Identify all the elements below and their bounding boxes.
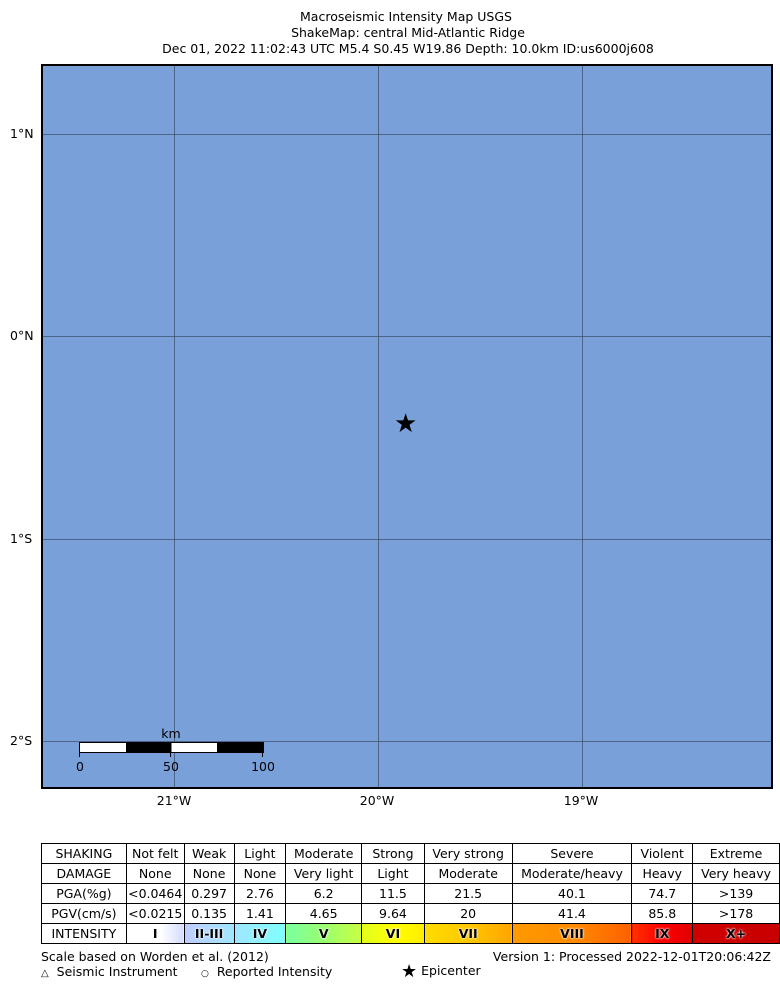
- scalebar-tick-100: 100: [251, 759, 275, 774]
- legend-cell: None: [233, 863, 287, 884]
- legend-cell: VIII: [511, 923, 633, 944]
- legend-cell: Heavy: [631, 863, 694, 884]
- legend-cell: X+: [692, 923, 780, 944]
- legend-cell: Violent: [631, 843, 694, 864]
- scalebar-unit: km: [161, 726, 181, 741]
- legend-cell: Severe: [511, 843, 633, 864]
- intensity-legend-table: SHAKING Not felt Weak Light Moderate Strong Ve…: [41, 843, 780, 944]
- legend-cell: None: [125, 863, 185, 884]
- gridline-1n: [43, 134, 771, 135]
- lat-label: 2°S: [10, 733, 33, 748]
- legend-cell: 74.7: [631, 883, 694, 904]
- scalebar-tick-50: 50: [163, 759, 179, 774]
- legend-instrument: △ Seismic Instrument: [41, 964, 178, 979]
- legend-cell: 0.135: [183, 903, 235, 924]
- legend-cell: <0.0215: [125, 903, 185, 924]
- legend-cell: VII: [423, 923, 513, 944]
- map-area: ★ km 0 50 100: [41, 64, 773, 789]
- legend-epicenter-label: Epicenter: [421, 963, 481, 978]
- triangle-icon: △: [41, 968, 49, 979]
- legend-cell: Very heavy: [692, 863, 780, 884]
- legend-reported-label: Reported Intensity: [216, 964, 333, 979]
- legend-cell: 20: [423, 903, 513, 924]
- star-icon: ★: [401, 961, 418, 982]
- scale-note: Scale based on Worden et al. (2012): [41, 949, 269, 964]
- legend-cell: >178: [692, 903, 780, 924]
- legend-cell: Moderate/heavy: [511, 863, 633, 884]
- legend-cell: 40.1: [511, 883, 633, 904]
- circle-icon: ○: [201, 969, 209, 979]
- legend-cell: Not felt: [125, 843, 185, 864]
- lat-label: 1°N: [10, 126, 34, 141]
- legend-row: INTENSITY I II-III IV V VI VII VIII IX X+: [41, 923, 780, 944]
- legend-cell: 4.65: [285, 903, 363, 924]
- legend-row: SHAKING Not felt Weak Light Moderate Strong Ve…: [41, 843, 780, 864]
- legend-cell: I: [125, 923, 185, 944]
- legend-cell: 11.5: [361, 883, 425, 904]
- legend-cell: Moderate: [423, 863, 513, 884]
- gridline-2s: [43, 741, 771, 742]
- legend-cell: 9.64: [361, 903, 425, 924]
- legend-cell: Moderate: [285, 843, 363, 864]
- legend-row: PGV(cm/s) <0.0215 0.135 1.41 4.65 9.64 20 41.4 8…: [41, 903, 780, 924]
- legend-cell: Light: [233, 843, 287, 864]
- legend-cell: 41.4: [511, 903, 633, 924]
- legend-cell: Weak: [183, 843, 235, 864]
- legend-cell: Extreme: [692, 843, 780, 864]
- legend-cell: Strong: [361, 843, 425, 864]
- gridline-19w: [582, 66, 583, 787]
- version-note: Version 1: Processed 2022-12-01T20:06:42…: [492, 949, 771, 964]
- gridline-1s: [43, 539, 771, 540]
- legend-cell: Light: [361, 863, 425, 884]
- gridline-0n: [43, 336, 771, 337]
- title-line-2: ShakeMap: central Mid-Atlantic Ridge: [291, 25, 525, 40]
- gridline-20w: [378, 66, 379, 787]
- legend-cell: 1.41: [233, 903, 287, 924]
- legend-cell: 6.2: [285, 883, 363, 904]
- legend-instrument-label: Seismic Instrument: [56, 964, 178, 979]
- legend-row-header: PGV(cm/s): [41, 903, 127, 924]
- scalebar: [79, 742, 264, 753]
- title-line-3: Dec 01, 2022 11:02:43 UTC M5.4 S0.45 W19…: [162, 41, 654, 56]
- legend-cell: IX: [631, 923, 694, 944]
- title-line-1: Macroseismic Intensity Map USGS: [300, 9, 512, 24]
- legend-cell: II-III: [183, 923, 235, 944]
- scalebar-tick-0: 0: [76, 759, 84, 774]
- legend-epicenter: ★ Epicenter: [401, 961, 481, 982]
- lat-label: 0°N: [10, 328, 34, 343]
- lat-label: 1°S: [10, 531, 33, 546]
- epicenter-star-icon: ★: [394, 409, 418, 439]
- legend-row: PGA(%g) <0.0464 0.297 2.76 6.2 11.5 21.5 40.1 74…: [41, 883, 780, 904]
- legend-row-header: DAMAGE: [41, 863, 127, 884]
- legend-cell: 85.8: [631, 903, 694, 924]
- legend-row-header: PGA(%g): [41, 883, 127, 904]
- lon-label: 19°W: [563, 793, 599, 808]
- legend-cell: V: [285, 923, 363, 944]
- lon-label: 21°W: [156, 793, 192, 808]
- legend-cell: None: [183, 863, 235, 884]
- legend-cell: <0.0464: [125, 883, 185, 904]
- lon-label: 20°W: [359, 793, 395, 808]
- legend-cell: 2.76: [233, 883, 287, 904]
- legend-cell: Very light: [285, 863, 363, 884]
- gridline-21w: [174, 66, 175, 787]
- legend-cell: VI: [361, 923, 425, 944]
- legend-cell: >139: [692, 883, 780, 904]
- legend-cell: 21.5: [423, 883, 513, 904]
- legend-row-header: INTENSITY: [41, 923, 127, 944]
- legend-cell: Very strong: [423, 843, 513, 864]
- legend-row-header: SHAKING: [41, 843, 127, 864]
- legend-row: DAMAGE None None None Very light Light Moderat…: [41, 863, 780, 884]
- legend-cell: IV: [233, 923, 287, 944]
- legend-reported: ○ Reported Intensity: [201, 964, 332, 979]
- legend-cell: 0.297: [183, 883, 235, 904]
